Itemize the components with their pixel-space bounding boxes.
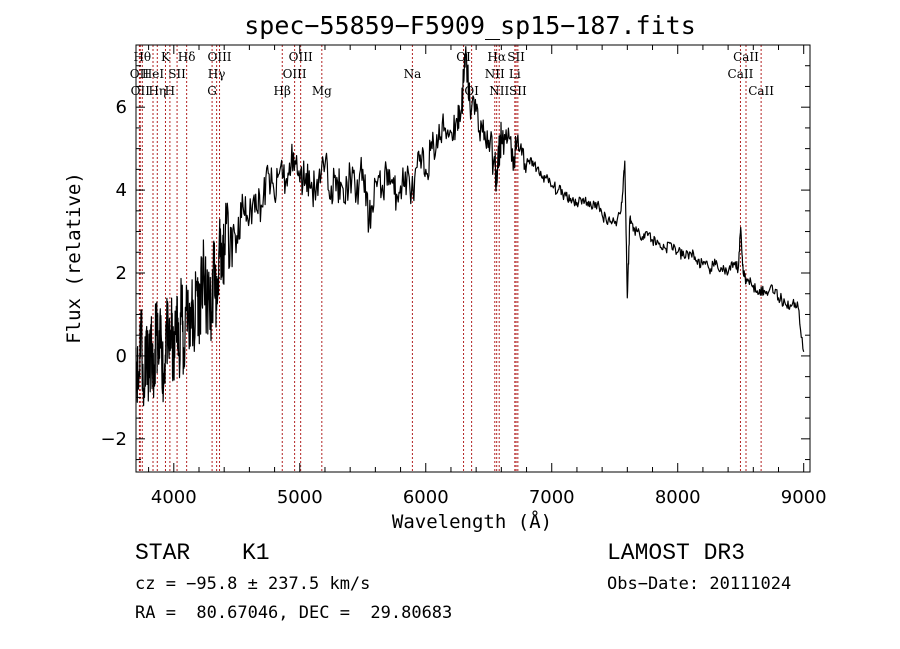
line-marker-label: HeI [142,67,165,81]
line-marker-labels: OIIOIIHθHeIHηKHSIIHδGHγOIIIHβOIIIOIIIMgN… [130,50,775,98]
y-axis-label: Flux (relative) [63,172,85,344]
y-tick-label: −2 [100,429,127,450]
line-marker-label: Hα [487,50,506,64]
observation-date: Obs−Date: 20111024 [607,574,792,594]
line-marker-label: SII [168,67,186,81]
line-marker-label: OIII [289,50,313,64]
line-marker-label: Hγ [208,67,226,81]
line-marker-label: CaII [728,67,754,81]
line-marker-label: Hθ [133,50,151,64]
axis-ticks [136,45,810,472]
line-marker-label: Hδ [178,50,196,64]
object-type: STAR [135,540,191,566]
survey-name: LAMOST DR3 [607,540,746,566]
x-tick-label: 6000 [403,487,449,508]
line-marker-label: G [207,84,217,98]
line-marker-label: SII [509,84,527,98]
x-tick-label: 9000 [781,487,827,508]
y-tick-label: 6 [116,97,127,118]
line-marker-label: H [165,84,175,98]
sky-coordinates: RA = 80.67046, DEC = 29.80683 [135,603,453,623]
line-marker-label: Hη [148,84,166,98]
line-marker-label: CaII [748,84,774,98]
line-marker-label: OI [456,50,471,64]
line-marker-label: Li [509,67,521,81]
flux-series-line [135,46,805,407]
line-marker-label: NII [489,84,509,98]
line-marker-label: OI [464,84,479,98]
x-tick-label: 4000 [151,487,197,508]
x-tick-label: 5000 [277,487,323,508]
object-subclass: K1 [242,540,270,566]
line-marker-label: OII [130,67,150,81]
y-tick-label: 0 [116,346,127,367]
line-marker-label: Mg [312,84,332,98]
y-tick-label: 2 [116,263,127,284]
x-tick-label: 8000 [655,487,701,508]
plot-frame [135,44,811,473]
axis-tick-labels: 4000 5000 6000 7000 8000 9000 −2 0 2 4 6 [100,97,826,508]
x-axis-label: Wavelength (Å) [392,510,552,533]
chart-title: spec−55859−F5909_sp15−187.fits [244,11,696,40]
line-marker-label: K [161,50,171,64]
line-marker-label: Hβ [274,84,291,98]
line-markers [138,45,762,472]
redshift-velocity: cz = −95.8 ± 237.5 km/s [135,574,371,594]
y-tick-label: 4 [116,180,127,201]
line-marker-label: SII [507,50,525,64]
line-marker-label: NII [485,67,505,81]
x-tick-label: 7000 [529,487,575,508]
line-marker-label: OIII [207,50,231,64]
line-marker-label: Na [404,67,422,81]
line-marker-label: OIII [283,67,307,81]
line-marker-label: CaII [733,50,759,64]
